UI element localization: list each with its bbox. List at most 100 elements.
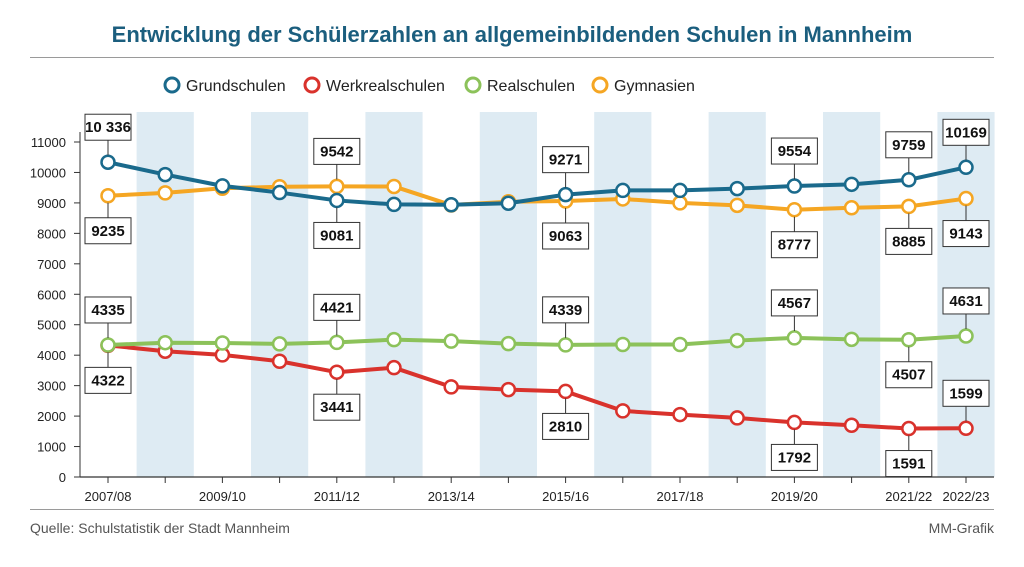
- y-tick-label: 0: [59, 470, 66, 485]
- data-label: 4339: [549, 302, 582, 319]
- data-point-grundschulen: [672, 182, 688, 199]
- data-point-werkrealschulen: [672, 406, 688, 423]
- data-label-box: [770, 231, 818, 259]
- data-point-grundschulen: [557, 186, 574, 203]
- data-label-box: [942, 118, 990, 146]
- data-label-box: [313, 221, 361, 249]
- data-point-realschulen: [100, 337, 116, 353]
- data-point-werkrealschulen: [901, 420, 917, 437]
- data-label-box: [542, 222, 590, 250]
- data-point-realschulen: [500, 335, 517, 352]
- data-label-box: [84, 113, 132, 141]
- data-point-grundschulen: [100, 154, 116, 170]
- data-point-realschulen: [786, 330, 803, 346]
- data-label: 1591: [892, 456, 925, 473]
- data-label: 3441: [320, 399, 353, 416]
- data-label: 4421: [320, 299, 353, 316]
- data-label: 4335: [91, 302, 124, 319]
- y-tick-label: 4000: [37, 348, 66, 363]
- data-point-grundschulen: [958, 159, 974, 176]
- data-point-grundschulen: [901, 172, 917, 188]
- graphic-credit: MM-Grafik: [928, 520, 994, 536]
- legend-label-realschulen: Realschulen: [487, 78, 575, 95]
- legend-label-werkrealschulen: Werkrealschulen: [326, 78, 445, 95]
- y-tick-label: 2000: [37, 409, 66, 424]
- data-point-gymnasien: [729, 197, 745, 214]
- x-tick-label: 2019/20: [771, 489, 818, 504]
- data-point-grundschulen: [386, 196, 402, 213]
- data-point-werkrealschulen: [329, 364, 345, 380]
- data-point-realschulen: [329, 334, 345, 351]
- data-label: 9759: [892, 137, 925, 154]
- data-point-gymnasien: [958, 190, 974, 207]
- data-point-werkrealschulen: [386, 359, 402, 376]
- data-point-realschulen: [672, 336, 688, 353]
- data-point-werkrealschulen: [958, 420, 974, 437]
- data-label-box: [313, 293, 361, 321]
- data-point-realschulen: [157, 334, 173, 351]
- x-tick-label: 2022/23: [943, 489, 990, 504]
- series-line-realschulen: [106, 333, 968, 347]
- data-label-box: [542, 146, 590, 174]
- x-tick-label: 2021/22: [885, 489, 932, 504]
- shaded-band: [251, 112, 309, 477]
- data-point-grundschulen: [329, 192, 345, 209]
- data-label: 9081: [320, 227, 353, 244]
- data-label-box: [84, 296, 132, 324]
- data-label-box: [885, 450, 933, 478]
- y-tick-label: 3000: [37, 379, 66, 394]
- data-point-grundschulen: [500, 195, 517, 211]
- data-point-gymnasien: [329, 178, 345, 195]
- data-point-grundschulen: [443, 196, 459, 213]
- data-point-realschulen: [843, 331, 860, 348]
- data-point-realschulen: [271, 336, 288, 352]
- series-line-werkrealschulen: [106, 343, 968, 431]
- shaded-band: [365, 112, 423, 477]
- data-point-realschulen: [729, 332, 745, 349]
- data-point-werkrealschulen: [786, 414, 803, 431]
- data-point-grundschulen: [615, 182, 631, 199]
- data-label: 4631: [949, 293, 982, 310]
- data-point-realschulen: [901, 331, 917, 348]
- source-note: Quelle: Schulstatistik der Stadt Mannhei…: [30, 520, 290, 536]
- data-label: 2810: [549, 418, 582, 435]
- y-tick-label: 9000: [37, 196, 66, 211]
- x-tick-label: 2009/10: [199, 489, 246, 504]
- data-point-grundschulen: [271, 184, 288, 201]
- data-label-box: [542, 296, 590, 324]
- data-label-box: [885, 361, 933, 389]
- legend-marker-realschulen: [464, 76, 482, 94]
- data-label: 9235: [91, 223, 124, 240]
- data-label: 8777: [778, 237, 811, 254]
- data-label: 10 336: [85, 119, 131, 136]
- x-tick-label: 2011/12: [314, 489, 360, 504]
- data-point-werkrealschulen: [843, 417, 860, 433]
- data-point-gymnasien: [672, 195, 688, 211]
- y-tick-label: 7000: [37, 257, 66, 272]
- chart-title: Entwicklung der Schülerzahlen an allgeme…: [111, 22, 913, 47]
- data-label: 4507: [892, 367, 925, 384]
- title-divider: [30, 57, 994, 58]
- data-label-box: [942, 287, 990, 315]
- x-tick-label: 2013/14: [428, 489, 475, 504]
- data-label: 1792: [778, 449, 811, 466]
- data-point-grundschulen: [157, 166, 173, 183]
- legend-marker-gymnasien: [591, 76, 609, 94]
- data-label: 9143: [949, 226, 982, 243]
- data-point-gymnasien: [786, 201, 803, 218]
- data-point-realschulen: [443, 333, 459, 349]
- data-label: 9554: [778, 143, 812, 160]
- data-label: 9271: [549, 152, 582, 169]
- data-point-realschulen: [214, 335, 231, 351]
- y-tick-label: 6000: [37, 287, 66, 302]
- x-tick-label: 2017/18: [657, 489, 704, 504]
- data-label-box: [84, 217, 132, 245]
- y-tick-label: 1000: [37, 440, 66, 455]
- data-label: 8885: [892, 233, 925, 250]
- data-label-box: [885, 227, 933, 255]
- data-label-box: [313, 137, 361, 165]
- data-label-box: [942, 220, 990, 248]
- data-point-grundschulen: [214, 178, 231, 194]
- x-tick-label: 2015/16: [542, 489, 589, 504]
- data-point-grundschulen: [729, 180, 745, 197]
